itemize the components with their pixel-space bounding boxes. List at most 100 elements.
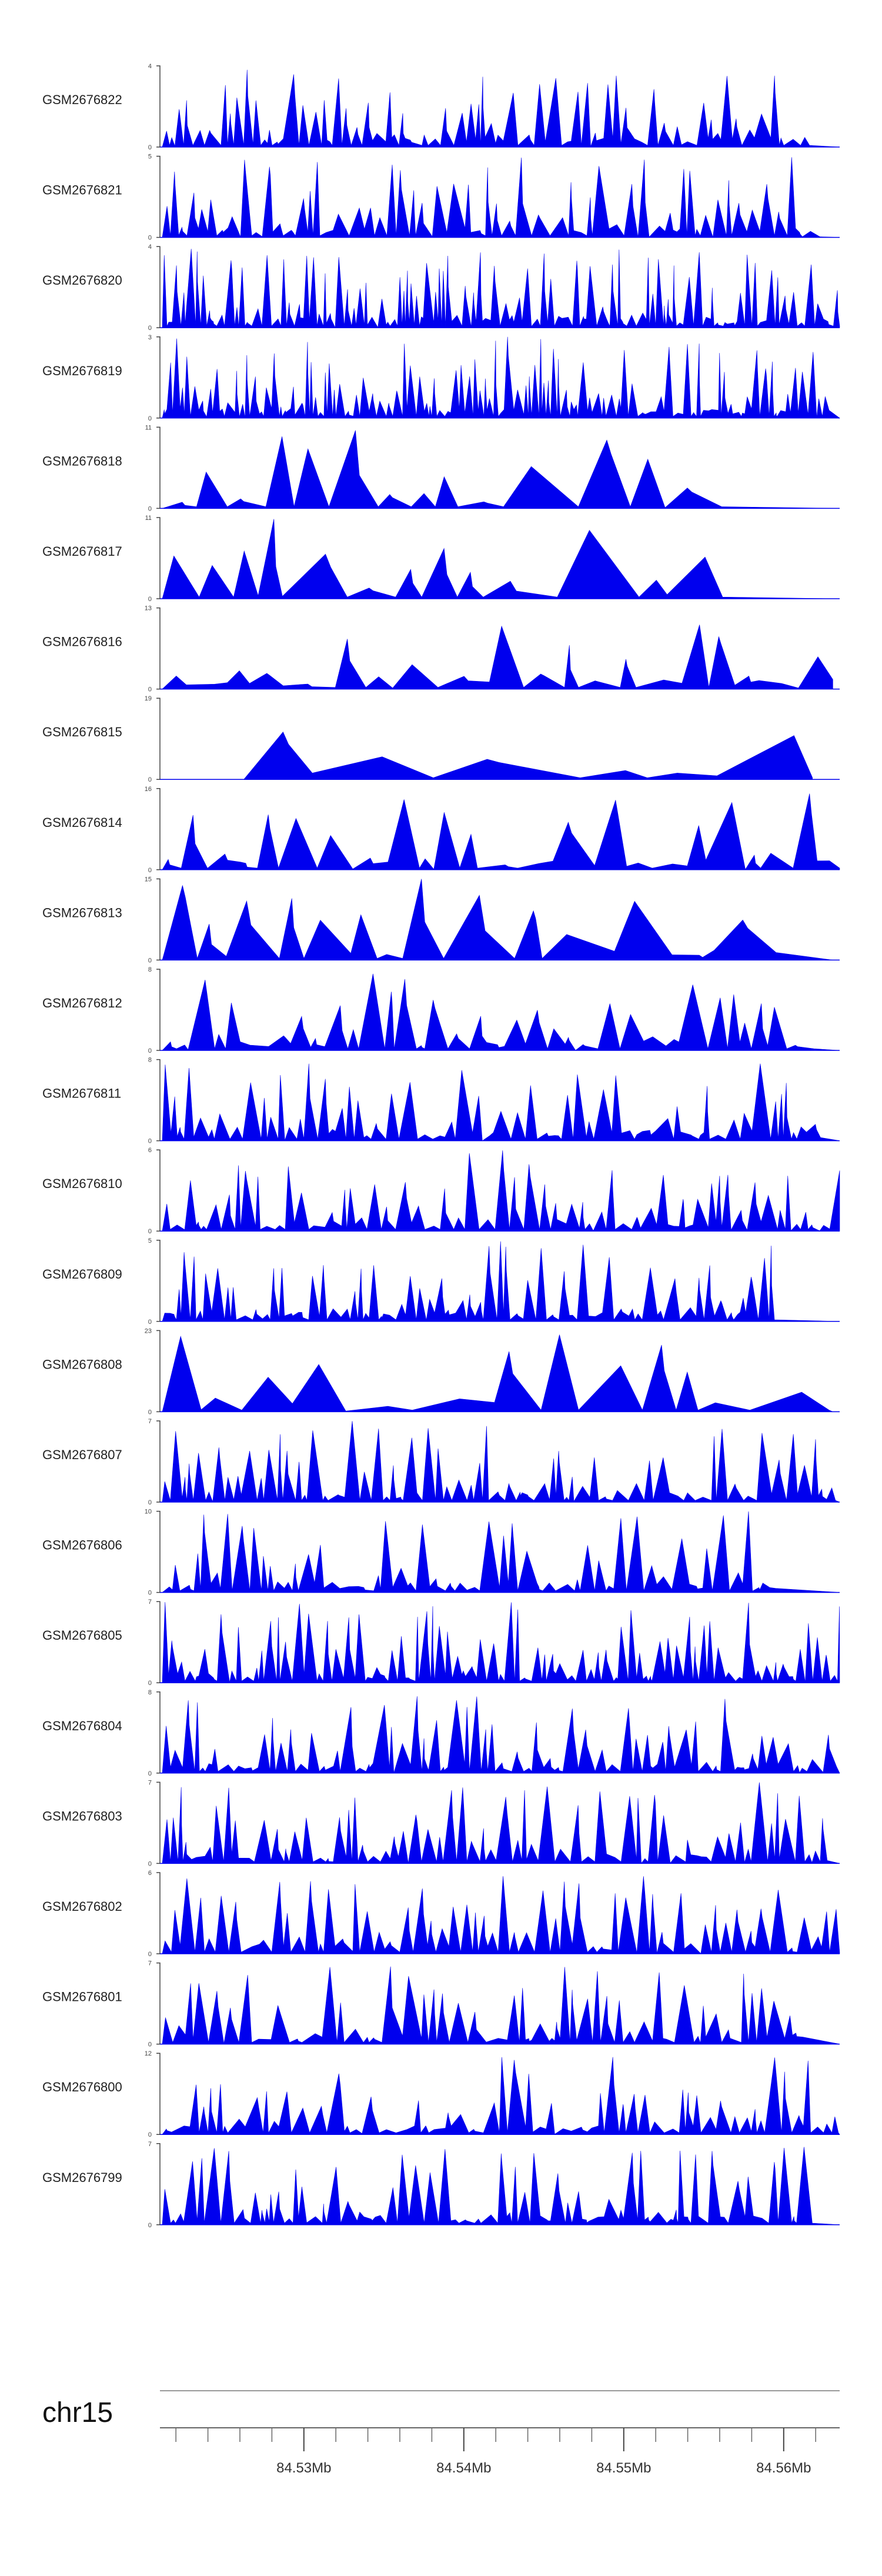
coverage-area-GSM2676819 xyxy=(162,336,840,419)
track-ymax-label: 7 xyxy=(148,1599,152,1606)
track-GSM2676820: GSM2676820 4 0 xyxy=(42,243,840,332)
coverage-area-GSM2676802 xyxy=(162,1876,840,1954)
track-ymin-label: 0 xyxy=(148,1228,152,1235)
track-ymin-label: 0 xyxy=(148,776,152,783)
track-label: GSM2676801 xyxy=(42,1990,122,2004)
track-y-axis xyxy=(156,1691,161,1774)
track-label: GSM2676807 xyxy=(42,1447,122,1462)
track-GSM2676805: GSM2676805 7 0 xyxy=(42,1599,840,1687)
track-label: GSM2676800 xyxy=(42,2080,122,2094)
track-ymin-label: 0 xyxy=(148,1047,152,1055)
track-GSM2676817: GSM2676817 11 0 xyxy=(42,515,840,603)
coverage-area-GSM2676804 xyxy=(162,1696,840,1774)
track-ymin-label: 0 xyxy=(148,144,152,151)
track-GSM2676800: GSM2676800 12 0 xyxy=(42,2050,840,2138)
track-GSM2676801: GSM2676801 7 0 xyxy=(42,1960,840,2048)
track-GSM2676809: GSM2676809 5 0 xyxy=(42,1237,840,1326)
coverage-area-GSM2676809 xyxy=(162,1241,840,1322)
genome-axis-ticks: 84.53Mb 84.54Mb 84.55Mb 84.56Mb xyxy=(175,2428,816,2476)
track-ymax-label: 3 xyxy=(148,334,152,341)
track-y-axis xyxy=(156,1601,161,1683)
track-y-axis xyxy=(156,878,161,961)
track-ymax-label: 8 xyxy=(148,1689,152,1696)
track-y-axis xyxy=(156,155,161,238)
track-ymax-label: 7 xyxy=(148,1418,152,1425)
track-y-axis xyxy=(156,1420,161,1503)
track-y-axis xyxy=(156,426,161,509)
track-ymin-label: 0 xyxy=(148,1319,152,1326)
track-ymin-label: 0 xyxy=(148,1951,152,1958)
track-ymax-label: 11 xyxy=(145,424,152,431)
coverage-area-GSM2676810 xyxy=(162,1150,840,1232)
track-GSM2676814: GSM2676814 16 0 xyxy=(42,786,840,874)
coverage-area-GSM2676820 xyxy=(162,249,840,328)
coverage-area-GSM2676812 xyxy=(162,973,840,1051)
track-ymax-label: 19 xyxy=(145,695,152,702)
track-GSM2676819: GSM2676819 3 0 xyxy=(42,334,840,422)
track-GSM2676808: GSM2676808 23 0 xyxy=(42,1327,840,1416)
coverage-area-GSM2676799 xyxy=(162,2147,840,2225)
track-ymax-label: 6 xyxy=(148,1870,152,1877)
track-ymin-label: 0 xyxy=(148,325,152,332)
track-GSM2676812: GSM2676812 8 0 xyxy=(42,966,840,1055)
track-ymax-label: 23 xyxy=(145,1327,152,1334)
track-GSM2676810: GSM2676810 6 0 xyxy=(42,1147,840,1235)
track-ymin-label: 0 xyxy=(148,1499,152,1506)
track-ymax-label: 16 xyxy=(145,786,152,793)
coverage-area-GSM2676806 xyxy=(162,1511,840,1593)
track-label: GSM2676816 xyxy=(42,635,122,649)
coverage-area-GSM2676815 xyxy=(243,732,813,780)
coverage-area-GSM2676807 xyxy=(162,1421,840,1503)
coverage-area-GSM2676816 xyxy=(162,625,833,689)
track-label: GSM2676820 xyxy=(42,273,122,288)
track-ymax-label: 5 xyxy=(148,1237,152,1244)
track-ymax-label: 12 xyxy=(145,2050,152,2057)
track-y-axis xyxy=(156,1872,161,1954)
track-ymin-label: 0 xyxy=(148,1860,152,1867)
track-label: GSM2676808 xyxy=(42,1357,122,1372)
track-y-axis xyxy=(156,788,161,870)
track-ymax-label: 8 xyxy=(148,966,152,973)
track-label: GSM2676817 xyxy=(42,544,122,559)
track-y-axis xyxy=(156,607,161,690)
track-label: GSM2676803 xyxy=(42,1808,122,1823)
track-GSM2676803: GSM2676803 7 0 xyxy=(42,1779,840,1867)
track-ymax-label: 15 xyxy=(145,876,152,883)
track-y-axis xyxy=(156,65,161,148)
coverage-area-GSM2676805 xyxy=(162,1602,840,1683)
track-ymax-label: 13 xyxy=(145,605,152,612)
track-GSM2676807: GSM2676807 7 0 xyxy=(42,1418,840,1506)
coverage-tracks: GSM267682240GSM267682150GSM267682040GSM2… xyxy=(42,63,840,2229)
track-ymin-label: 0 xyxy=(148,505,152,512)
track-y-axis xyxy=(156,1962,161,2045)
track-GSM2676822: GSM2676822 4 0 xyxy=(42,63,840,151)
coverage-area-GSM2676808 xyxy=(162,1334,833,1412)
track-ymin-label: 0 xyxy=(148,596,152,603)
track-y-axis xyxy=(156,1781,161,1864)
track-ymax-label: 7 xyxy=(148,2141,152,2148)
track-label: GSM2676802 xyxy=(42,1899,122,1914)
track-ymin-label: 0 xyxy=(148,1770,152,1777)
genome-axis: chr15 84.53Mb 84.54Mb 84.55Mb 84.56Mb xyxy=(42,2390,840,2476)
track-ymax-label: 6 xyxy=(148,1147,152,1154)
track-GSM2676813: GSM2676813 15 0 xyxy=(42,876,840,964)
track-y-axis xyxy=(156,1330,161,1413)
track-ymin-label: 0 xyxy=(148,867,152,874)
track-GSM2676811: GSM2676811 8 0 xyxy=(42,1057,840,1145)
track-y-axis xyxy=(156,336,161,419)
track-y-axis xyxy=(156,1059,161,1142)
genome-tick-label: 84.54Mb xyxy=(436,2460,491,2476)
track-y-axis xyxy=(156,1240,161,1322)
track-ymin-label: 0 xyxy=(148,235,152,242)
track-label: GSM2676822 xyxy=(42,92,122,107)
track-label: GSM2676806 xyxy=(42,1538,122,1553)
track-label: GSM2676805 xyxy=(42,1628,122,1643)
genome-tick-label: 84.56Mb xyxy=(756,2460,811,2476)
track-GSM2676818: GSM2676818 11 0 xyxy=(42,424,840,512)
genome-tick-label: 84.53Mb xyxy=(276,2460,331,2476)
track-ymin-label: 0 xyxy=(148,1138,152,1145)
track-ymax-label: 10 xyxy=(145,1509,152,1516)
track-ymax-label: 11 xyxy=(145,515,152,522)
track-GSM2676804: GSM2676804 8 0 xyxy=(42,1689,840,1777)
